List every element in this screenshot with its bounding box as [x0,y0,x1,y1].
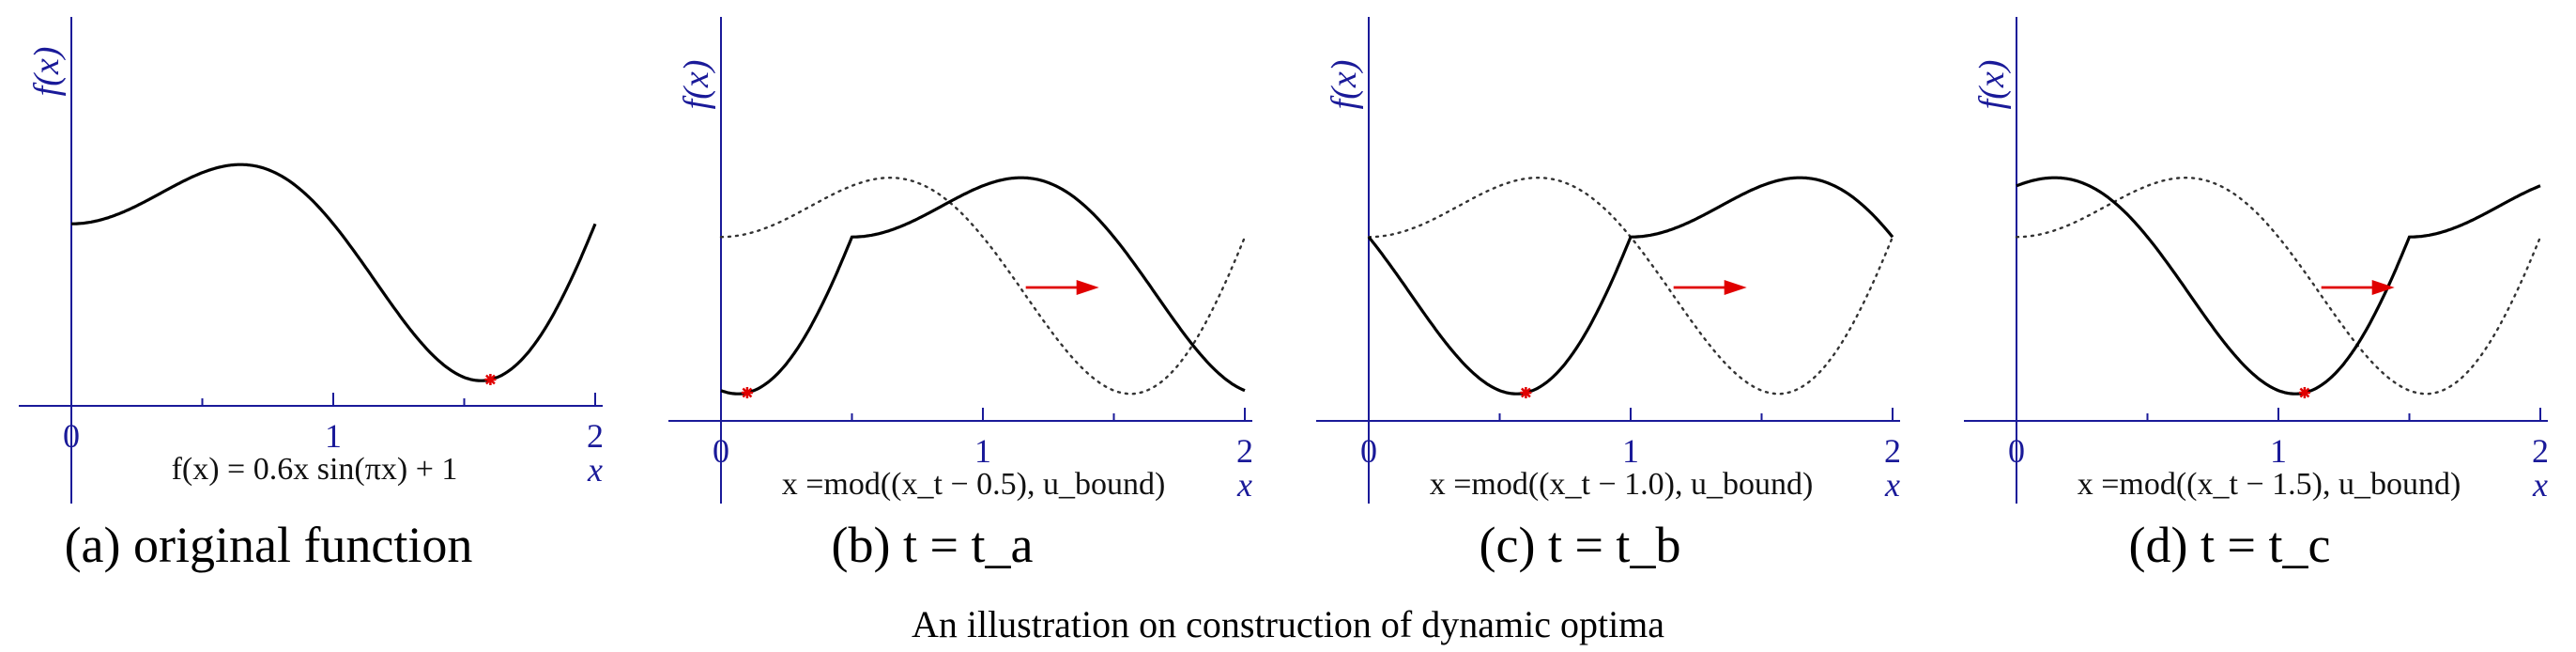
x-tick-label: 0 [63,417,80,455]
formula-label: x =mod((x_t − 0.5), u_bound) [782,467,1166,502]
figure-caption: An illustration on construction of dynam… [912,603,1664,645]
formula-label: x =mod((x_t − 1.0), u_bound) [1430,467,1814,502]
chart-panel-4: 0 1 2 f(x) x x =mod((x_t − 1.5), u_bound) (d) … [1964,17,2549,573]
minimum-marker [2298,387,2310,399]
x-tick-label: 0 [1360,432,1377,470]
original-function-dotted-line [2015,177,2542,396]
x-tick-label: 1 [325,417,342,455]
x-tick-label: 1 [1622,432,1639,470]
shift-direction-arrow [1025,280,1099,295]
minimum-marker [741,387,753,399]
shifted-function-line [2016,176,2541,396]
x-axis-label: x [587,451,603,489]
shift-direction-arrow [1673,280,1747,295]
x-axis-label: x [1884,466,1900,504]
chart-panel-1: 0 1 2 f(x) x f(x) = 0.6x sin(πx) + 1 (a) origi… [19,17,604,573]
formula-label: x =mod((x_t − 1.5), u_bound) [2078,467,2461,502]
original-function-dotted-line [719,177,1247,396]
minimum-marker [484,374,497,386]
x-tick-label: 0 [713,432,729,470]
x-tick-label: 2 [1236,432,1253,470]
x-tick-label: 2 [2532,432,2549,470]
shifted-function-line [720,176,1246,396]
subfigure-caption: (d) t = t_c [2129,517,2331,573]
shifted-function-line [70,163,597,382]
formula-label: f(x) = 0.6x sin(πx) + 1 [172,452,458,487]
y-axis-label: f(x) [677,60,716,110]
shift-direction-arrow [2321,280,2395,295]
original-function-dotted-line [1367,177,1894,396]
minimum-marker [1520,387,1532,399]
x-tick-label: 1 [974,432,991,470]
x-axis-label: x [2532,466,2548,504]
x-tick-label: 2 [587,417,604,455]
chart-panel-3: 0 1 2 f(x) x x =mod((x_t − 1.0), u_bound) (c) … [1316,17,1901,573]
y-axis-label: f(x) [1325,60,1364,110]
y-axis-label: f(x) [1972,60,2012,110]
x-tick-label: 2 [1884,432,1901,470]
y-axis-label: f(x) [27,47,67,97]
x-axis-label: x [1236,466,1252,504]
x-tick-label: 1 [2270,432,2287,470]
subfigure-caption: (a) original function [65,517,473,573]
chart-panel-2: 0 1 2 f(x) x x =mod((x_t − 0.5), u_bound) (b) … [668,17,1253,573]
subfigure-caption: (c) t = t_b [1480,517,1681,573]
subfigure-caption: (b) t = t_a [832,517,1034,573]
x-tick-label: 0 [2008,432,2025,470]
shifted-function-line [1367,176,1894,396]
